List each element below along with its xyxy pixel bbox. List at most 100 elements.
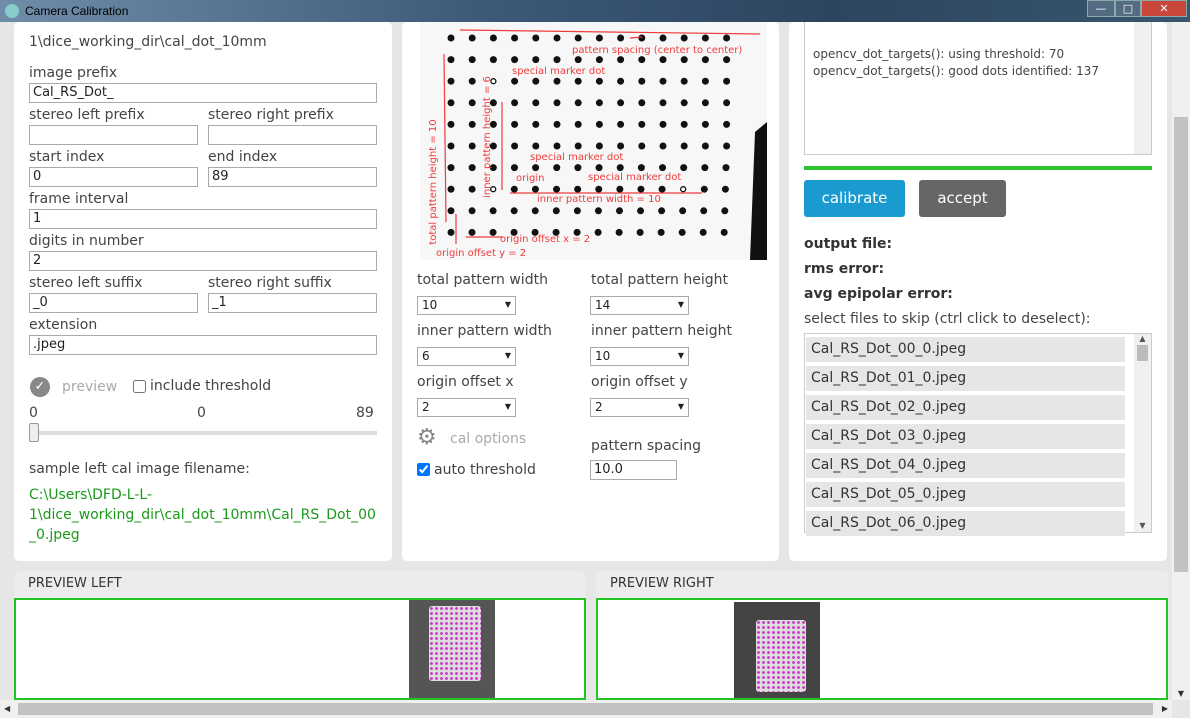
pattern-dot (531, 185, 539, 193)
pattern-dot (468, 207, 476, 215)
pattern-dot (594, 207, 602, 215)
pattern-dot (617, 77, 625, 85)
vertical-scrollbar[interactable]: ▼ (1172, 22, 1190, 700)
pattern-dot (657, 228, 665, 236)
pattern-dot (636, 228, 644, 236)
inner-height-select[interactable]: 10 (590, 347, 689, 366)
pattern-dot (574, 34, 582, 42)
extension-input[interactable]: .jpeg (29, 335, 377, 355)
pattern-dot (447, 77, 455, 85)
pattern-dot (447, 142, 455, 150)
path-line: 1\dice_working_dir\cal_dot_10mm\Cal_RS_D… (29, 507, 376, 523)
total-width-select[interactable]: 10 (417, 296, 516, 315)
preview-button[interactable]: preview (62, 379, 118, 395)
pattern-dot (447, 99, 455, 107)
log-scrollbar[interactable] (1134, 22, 1151, 154)
check-circle-icon[interactable]: ✓ (30, 377, 50, 397)
pattern-dot (511, 77, 519, 85)
horizontal-scrollbar[interactable]: ◀ ▶ (0, 700, 1172, 718)
frame-interval-input[interactable]: 1 (29, 209, 377, 229)
pattern-dot (468, 99, 476, 107)
file-list-item[interactable]: Cal_RS_Dot_04_0.jpeg (806, 453, 1125, 478)
pattern-dot (532, 164, 540, 172)
stereo-left-prefix-input[interactable] (29, 125, 198, 145)
stereo-right-suffix-input[interactable]: _1 (208, 293, 377, 313)
inner-width-select[interactable]: 6 (417, 347, 516, 366)
pattern-dot (553, 34, 561, 42)
maximize-button[interactable]: □ (1115, 0, 1141, 17)
sample-filename-label: sample left cal image filename: (29, 461, 250, 477)
pattern-dot (700, 185, 708, 193)
pattern-dot (680, 34, 688, 42)
preview-right-image-area[interactable] (596, 598, 1168, 700)
pattern-dot (490, 78, 497, 85)
cal-options-button[interactable]: cal options (450, 431, 527, 447)
file-list-item[interactable]: Cal_RS_Dot_05_0.jpeg (806, 482, 1125, 507)
vertical-scrollbar-thumb[interactable] (1174, 117, 1188, 572)
pattern-dot (468, 228, 476, 236)
frame-slider-handle[interactable] (29, 423, 39, 442)
image-prefix-input[interactable]: Cal_RS_Dot_ (29, 83, 377, 103)
file-list-item[interactable]: Cal_RS_Dot_01_0.jpeg (806, 366, 1125, 391)
path-line: C:\Users\DFD-L-L- (29, 487, 153, 503)
start-index-input[interactable]: 0 (29, 167, 198, 187)
offset-y-select[interactable]: 2 (590, 398, 689, 417)
file-settings-panel (14, 22, 392, 561)
stereo-right-prefix-input[interactable] (208, 125, 377, 145)
auto-threshold-checkbox[interactable] (417, 463, 430, 476)
epipolar-error-label: avg epipolar error: (804, 286, 953, 302)
pattern-dot (701, 77, 709, 85)
horizontal-scrollbar-thumb[interactable] (18, 703, 1153, 715)
app-icon (5, 4, 19, 18)
pattern-dot (701, 34, 709, 42)
accept-button[interactable]: accept (919, 180, 1006, 217)
preview-left-header: PREVIEW LEFT (14, 571, 586, 599)
total-height-select[interactable]: 14 (590, 296, 689, 315)
pattern-dot (511, 142, 519, 150)
end-index-input[interactable]: 89 (208, 167, 377, 187)
digits-input[interactable]: 2 (29, 251, 377, 271)
close-button[interactable]: ✕ (1141, 0, 1187, 17)
calibrate-button[interactable]: calibrate (804, 180, 905, 217)
pattern-dot (678, 228, 686, 236)
pattern-dot (723, 77, 731, 85)
pattern-dot (723, 120, 731, 128)
log-output[interactable]: opencv_dot_targets(): using threshold: 7… (804, 22, 1152, 155)
preview-right-header: PREVIEW RIGHT (596, 571, 1168, 599)
pattern-dot (468, 34, 476, 42)
pattern-dot (553, 56, 561, 64)
sample-filename-path: C:\Users\DFD-L-L- 1\dice_working_dir\cal… (29, 485, 376, 545)
preview-left-image-area[interactable] (14, 598, 586, 700)
pattern-dot (723, 142, 731, 150)
file-list-item[interactable]: Cal_RS_Dot_02_0.jpeg (806, 395, 1125, 420)
auto-threshold-label: auto threshold (434, 462, 536, 478)
log-line: opencv_dot_targets(): good dots identifi… (813, 64, 1100, 78)
pattern-dot (680, 164, 688, 172)
pattern-dot (511, 99, 519, 107)
pattern-dot (659, 99, 667, 107)
include-threshold-label: include threshold (150, 378, 272, 394)
stereo-left-suffix-input[interactable]: _0 (29, 293, 198, 313)
file-list-item[interactable]: Cal_RS_Dot_03_0.jpeg (806, 424, 1125, 449)
start-index-label: start index (29, 149, 105, 165)
file-list-item[interactable]: Cal_RS_Dot_06_0.jpeg (806, 511, 1125, 536)
pattern-dot (617, 99, 625, 107)
file-list-item[interactable]: Cal_RS_Dot_00_0.jpeg (806, 337, 1125, 362)
pattern-spacing-input[interactable]: 10.0 (590, 460, 677, 480)
list-scrollbar[interactable]: ▲ ▼ (1134, 334, 1151, 532)
include-threshold-checkbox[interactable] (133, 380, 146, 393)
pattern-dot (573, 207, 581, 215)
pattern-dot (532, 99, 540, 107)
pattern-dot (595, 34, 603, 42)
pattern-dot (574, 142, 582, 150)
frame-slider-track[interactable] (29, 431, 377, 435)
minimize-button[interactable]: — (1087, 0, 1115, 17)
pattern-dot (510, 207, 518, 215)
gear-icon[interactable]: ⚙ (417, 425, 437, 450)
pattern-dot (468, 120, 476, 128)
pattern-dot (468, 142, 476, 150)
pattern-dot (637, 164, 645, 172)
offset-x-select[interactable]: 2 (417, 398, 516, 417)
window-title: Camera Calibration (25, 4, 129, 18)
offset-x-label: origin offset x (417, 374, 514, 390)
